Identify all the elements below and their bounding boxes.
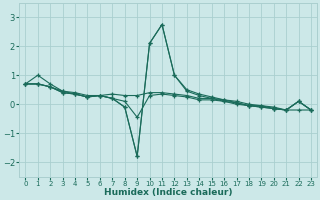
X-axis label: Humidex (Indice chaleur): Humidex (Indice chaleur) <box>104 188 232 197</box>
